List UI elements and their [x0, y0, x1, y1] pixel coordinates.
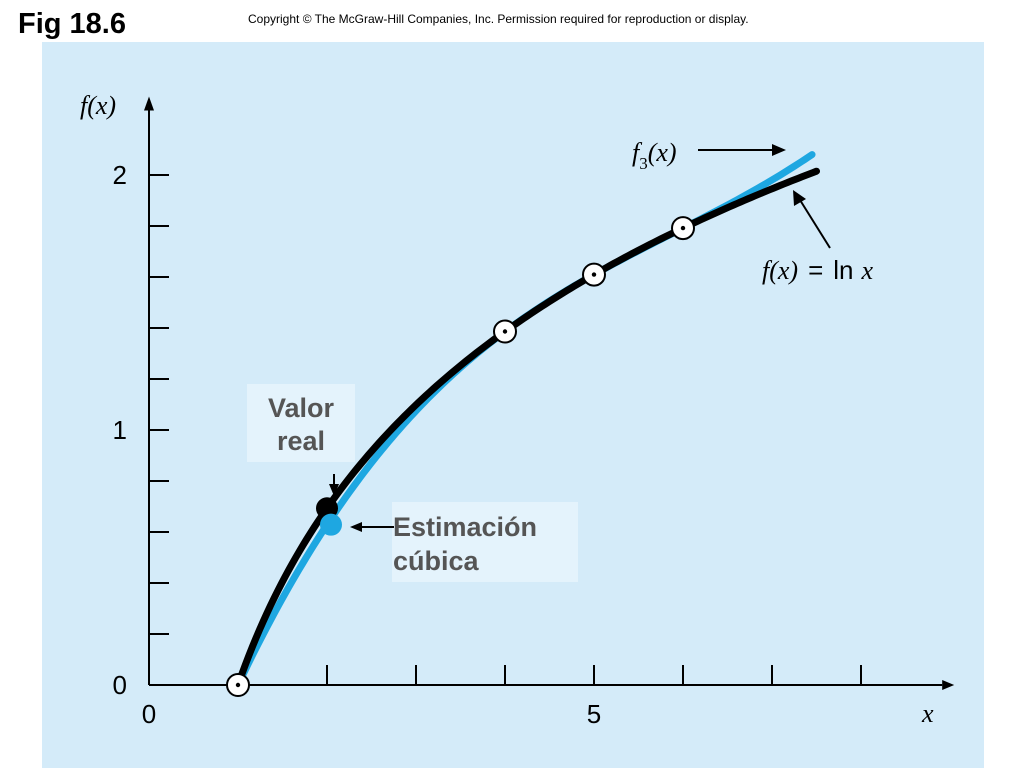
figure-title: Fig 18.6 — [18, 8, 126, 40]
ticks: 0 5 0 1 2 — [113, 160, 862, 729]
estimacion-annotation: Estimación cúbica — [350, 502, 578, 582]
data-points — [226, 216, 695, 697]
estimacion-box — [392, 502, 578, 582]
ln-curve — [234, 167, 820, 689]
y-axis-arrow — [144, 96, 154, 111]
svg-text:f3(x): f3(x) — [632, 138, 677, 173]
y-axis-label: f(x) — [80, 91, 116, 120]
ln-label-eq: = — [808, 255, 823, 285]
valor-real-line1: Valor — [268, 393, 335, 423]
y-tick-label: 1 — [113, 415, 127, 445]
cubic-estimate-point — [320, 513, 342, 536]
x-tick-label: 5 — [587, 699, 601, 729]
estimacion-arrow-head — [350, 522, 362, 532]
data-point-dot — [591, 272, 597, 277]
f3-label-arg: (x) — [648, 138, 677, 167]
f3-label-sub: 3 — [639, 154, 648, 173]
f3-label: f3(x) — [632, 138, 786, 173]
ln-arrow-line — [799, 199, 831, 249]
true-value-point — [316, 497, 338, 520]
estimacion-line2: cúbica — [393, 546, 480, 576]
f3-label-main: f — [632, 138, 643, 167]
ln-label: f(x) = ln x — [762, 190, 874, 285]
f3-arrow-head — [772, 144, 786, 156]
ln-arrow-head — [793, 190, 806, 206]
data-point-dot — [680, 225, 686, 231]
copyright-notice: Copyright © The McGraw-Hill Companies, I… — [248, 12, 749, 26]
x-axis-arrow — [942, 680, 955, 690]
axes — [144, 96, 955, 690]
data-point-dot — [235, 682, 241, 688]
ln-label-fn: ln — [833, 255, 853, 285]
x-tick-label: 0 — [142, 699, 156, 729]
x-axis-label: x — [921, 699, 934, 728]
svg-text:f(x)=lnx: f(x) = ln x — [762, 255, 874, 285]
valor-real-line2: real — [277, 426, 325, 456]
valor-real-annotation: Valor real — [247, 384, 355, 496]
valor-real-arrow-head — [329, 484, 339, 496]
y-tick-label: 0 — [113, 670, 127, 700]
ln-label-var: x — [861, 256, 874, 285]
valor-real-box — [247, 384, 355, 462]
y-tick-label: 2 — [113, 160, 127, 190]
estimacion-line1: Estimación — [393, 512, 537, 542]
ln-label-lhs: f(x) — [762, 256, 798, 285]
data-point-dot — [502, 329, 508, 334]
